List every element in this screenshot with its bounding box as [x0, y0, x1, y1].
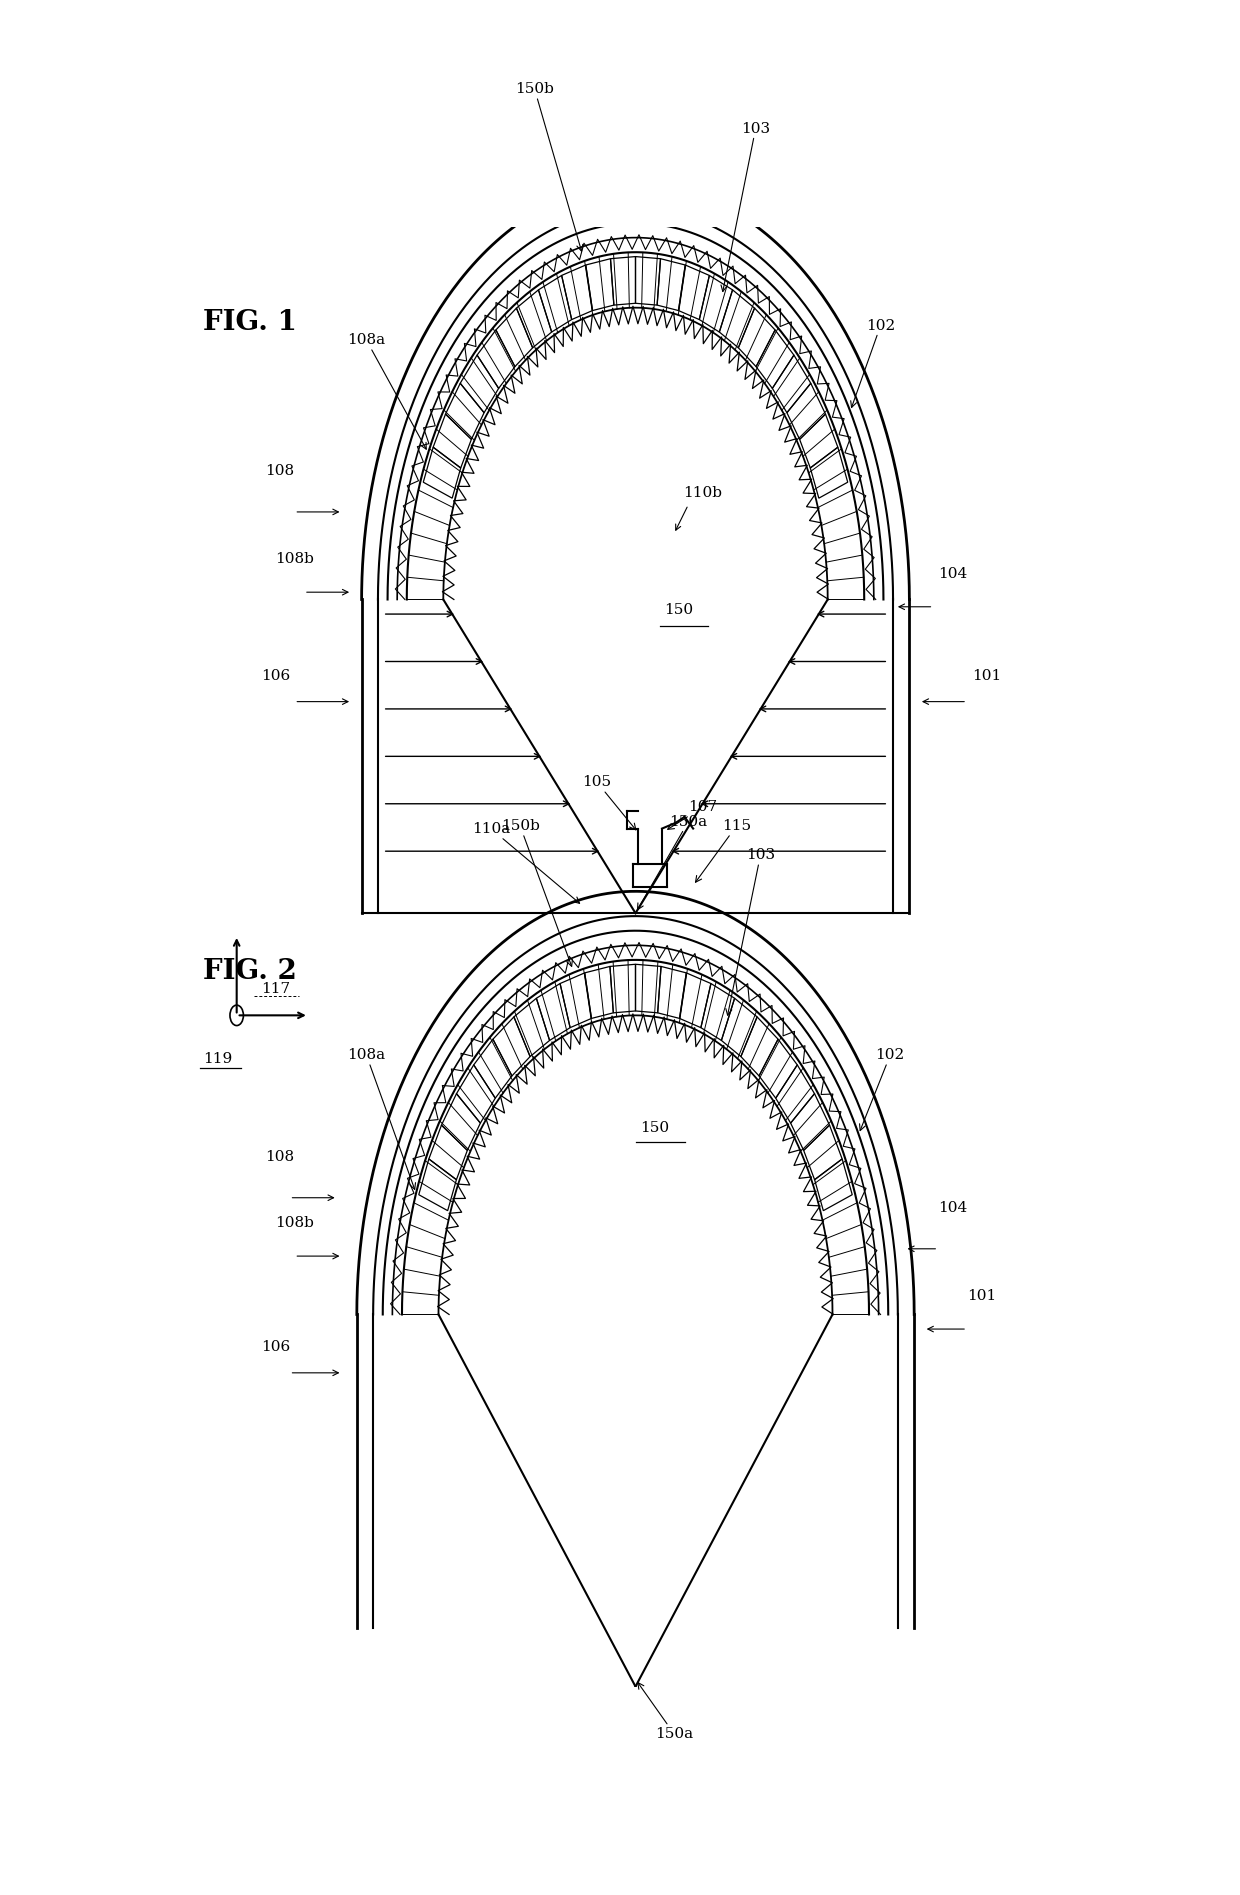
Text: 119: 119: [203, 1052, 232, 1067]
Text: 110b: 110b: [683, 487, 723, 500]
Text: 106: 106: [260, 1340, 290, 1353]
Text: 150b: 150b: [501, 819, 573, 966]
Text: 117: 117: [260, 982, 290, 997]
Text: 150a: 150a: [637, 815, 707, 910]
Text: 150a: 150a: [637, 1683, 693, 1742]
Text: 110a: 110a: [472, 822, 579, 904]
Text: 150: 150: [665, 603, 693, 618]
Text: 106: 106: [260, 669, 290, 682]
Text: 101: 101: [972, 669, 1001, 682]
Text: 108b: 108b: [275, 551, 314, 567]
Text: 103: 103: [720, 121, 770, 292]
Text: 108a: 108a: [347, 334, 427, 449]
Text: 101: 101: [967, 1289, 996, 1304]
Text: 107: 107: [667, 800, 717, 830]
Text: 108: 108: [265, 464, 295, 478]
Text: 102: 102: [859, 1048, 905, 1131]
Text: 150b: 150b: [515, 81, 583, 252]
Text: 104: 104: [939, 567, 967, 580]
Text: 105: 105: [583, 775, 636, 830]
Text: 103: 103: [725, 849, 775, 1016]
Text: FIG. 2: FIG. 2: [203, 957, 296, 985]
Text: 104: 104: [939, 1201, 967, 1215]
Text: FIG. 1: FIG. 1: [203, 309, 296, 335]
Text: 108: 108: [265, 1150, 295, 1164]
Text: 108b: 108b: [275, 1217, 314, 1230]
Text: 102: 102: [851, 318, 895, 407]
Text: 150: 150: [640, 1122, 670, 1135]
Text: 108a: 108a: [347, 1048, 415, 1190]
Text: 115: 115: [696, 819, 751, 883]
